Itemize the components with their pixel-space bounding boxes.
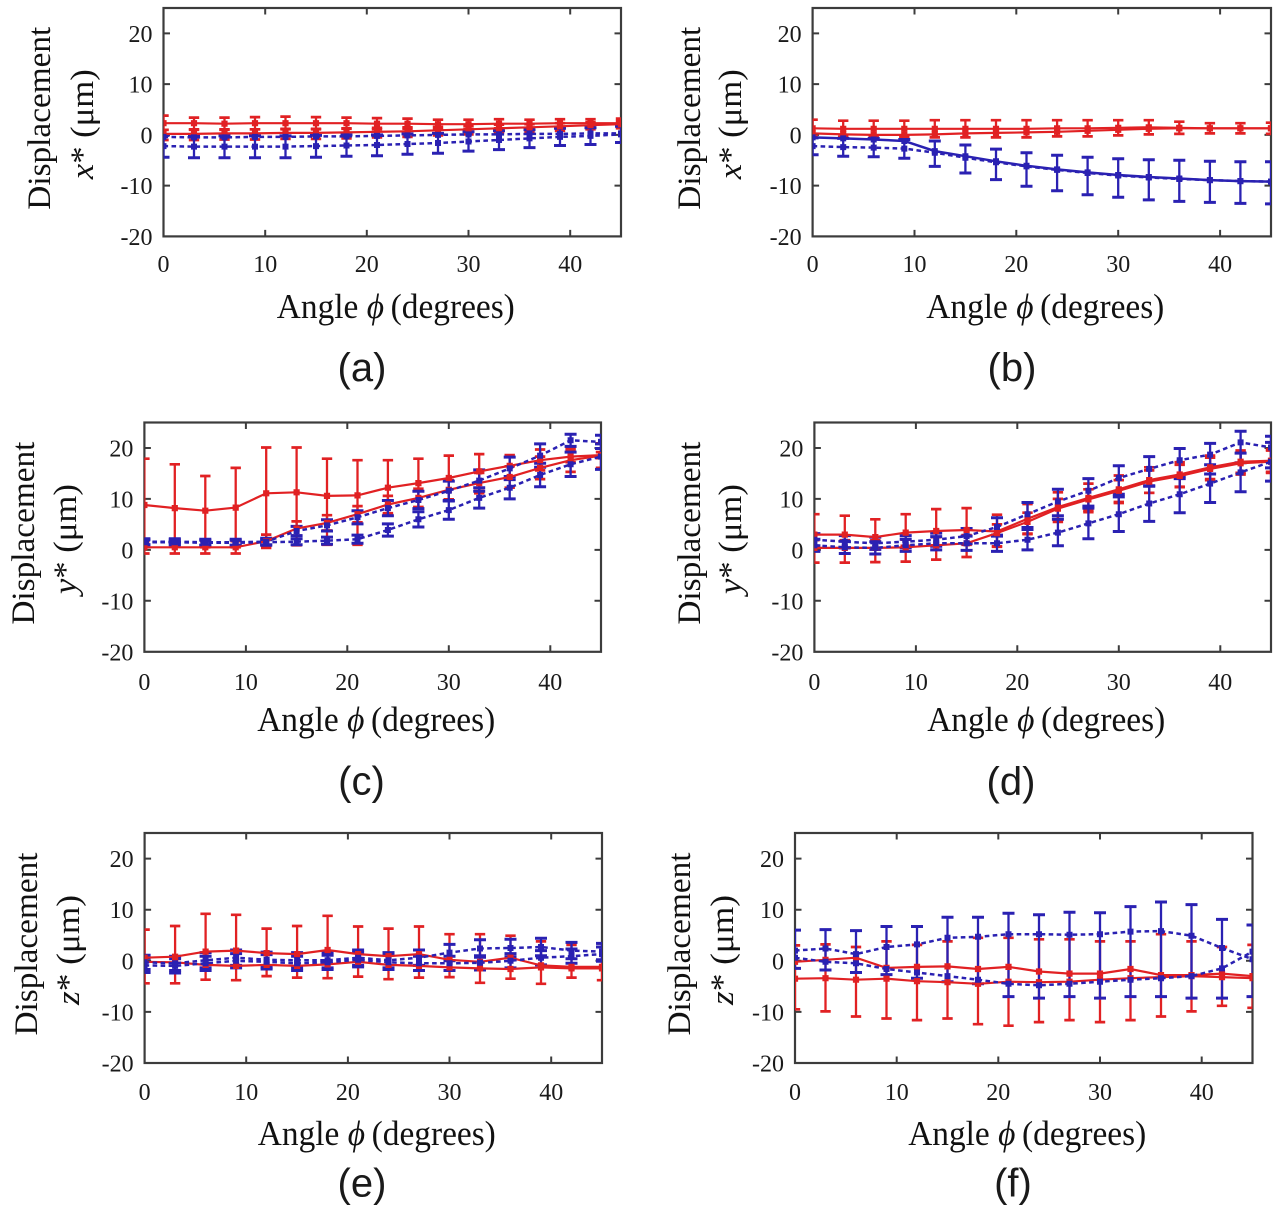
svg-text:30: 30 xyxy=(1088,1080,1112,1106)
svg-text:Angle ϕ (degrees): Angle ϕ (degrees) xyxy=(927,700,1165,739)
svg-text:20: 20 xyxy=(1004,252,1028,278)
svg-text:0: 0 xyxy=(791,538,803,564)
svg-text:20: 20 xyxy=(986,1080,1010,1106)
svg-text:z* (μm): z* (μm) xyxy=(705,895,741,1006)
svg-text:10: 10 xyxy=(109,487,133,513)
svg-text:Angle ϕ (degrees): Angle ϕ (degrees) xyxy=(908,1114,1146,1153)
svg-text:10: 10 xyxy=(904,670,928,696)
svg-text:0: 0 xyxy=(158,252,170,278)
svg-text:Displacement: Displacement xyxy=(9,853,45,1036)
svg-text:10: 10 xyxy=(779,487,803,513)
svg-text:Displacement: Displacement xyxy=(662,853,698,1036)
svg-text:0: 0 xyxy=(808,670,820,696)
svg-text:40: 40 xyxy=(1208,252,1232,278)
svg-text:Angle ϕ (degrees): Angle ϕ (degrees) xyxy=(257,700,495,739)
svg-text:Displacement: Displacement xyxy=(22,27,58,210)
svg-text:10: 10 xyxy=(760,898,784,924)
svg-text:-20: -20 xyxy=(101,640,133,666)
svg-text:Angle ϕ (degrees): Angle ϕ (degrees) xyxy=(277,287,515,326)
svg-text:0: 0 xyxy=(121,538,133,564)
svg-text:30: 30 xyxy=(1107,670,1131,696)
svg-text:(d): (d) xyxy=(987,760,1036,804)
svg-text:10: 10 xyxy=(253,252,277,278)
svg-text:20: 20 xyxy=(335,670,359,696)
svg-text:y* (μm): y* (μm) xyxy=(713,484,749,597)
svg-text:20: 20 xyxy=(355,252,379,278)
svg-text:20: 20 xyxy=(129,22,153,48)
svg-text:(e): (e) xyxy=(338,1162,387,1206)
svg-text:10: 10 xyxy=(903,252,927,278)
svg-text:10: 10 xyxy=(885,1080,909,1106)
svg-text:0: 0 xyxy=(790,123,802,149)
svg-text:0: 0 xyxy=(807,252,819,278)
svg-text:Displacement: Displacement xyxy=(672,442,708,625)
svg-text:-20: -20 xyxy=(771,640,803,666)
svg-text:20: 20 xyxy=(109,437,133,463)
svg-text:0: 0 xyxy=(789,1080,801,1106)
svg-text:(b): (b) xyxy=(988,346,1037,390)
svg-text:-10: -10 xyxy=(771,589,803,615)
svg-text:40: 40 xyxy=(539,1080,563,1106)
svg-text:20: 20 xyxy=(110,847,134,873)
svg-text:(a): (a) xyxy=(338,346,387,390)
svg-text:20: 20 xyxy=(336,1080,360,1106)
svg-text:-20: -20 xyxy=(770,225,802,251)
svg-text:30: 30 xyxy=(438,1080,462,1106)
svg-text:-10: -10 xyxy=(121,174,153,200)
svg-text:10: 10 xyxy=(234,1080,258,1106)
svg-text:20: 20 xyxy=(1005,670,1029,696)
svg-text:x* (μm): x* (μm) xyxy=(713,69,749,180)
svg-text:10: 10 xyxy=(110,898,134,924)
svg-text:-20: -20 xyxy=(102,1052,134,1078)
svg-text:-10: -10 xyxy=(770,174,802,200)
svg-text:10: 10 xyxy=(129,73,153,99)
svg-text:0: 0 xyxy=(138,670,150,696)
svg-text:Displacement: Displacement xyxy=(6,442,42,625)
svg-text:-20: -20 xyxy=(752,1052,784,1078)
svg-text:(f): (f) xyxy=(994,1162,1032,1206)
svg-text:0: 0 xyxy=(772,949,784,975)
svg-text:10: 10 xyxy=(234,670,258,696)
svg-text:-10: -10 xyxy=(102,1000,134,1026)
svg-text:40: 40 xyxy=(1190,1080,1214,1106)
svg-text:40: 40 xyxy=(538,670,562,696)
svg-text:40: 40 xyxy=(558,252,582,278)
svg-text:z* (μm): z* (μm) xyxy=(51,895,87,1006)
svg-text:Angle ϕ (degrees): Angle ϕ (degrees) xyxy=(258,1114,496,1153)
svg-text:0: 0 xyxy=(141,123,153,149)
svg-text:-20: -20 xyxy=(121,225,153,251)
svg-text:20: 20 xyxy=(779,437,803,463)
svg-text:-10: -10 xyxy=(752,1000,784,1026)
svg-text:Displacement: Displacement xyxy=(672,27,708,210)
svg-text:30: 30 xyxy=(1106,252,1130,278)
svg-text:-10: -10 xyxy=(101,589,133,615)
svg-text:(c): (c) xyxy=(338,760,385,804)
svg-text:30: 30 xyxy=(437,670,461,696)
svg-text:40: 40 xyxy=(1208,670,1232,696)
svg-text:x* (μm): x* (μm) xyxy=(65,69,101,180)
svg-text:30: 30 xyxy=(457,252,481,278)
svg-text:0: 0 xyxy=(122,949,134,975)
svg-text:20: 20 xyxy=(760,847,784,873)
svg-text:20: 20 xyxy=(778,22,802,48)
svg-text:Angle ϕ (degrees): Angle ϕ (degrees) xyxy=(926,287,1164,326)
svg-text:0: 0 xyxy=(139,1080,151,1106)
svg-text:10: 10 xyxy=(778,73,802,99)
svg-text:y* (μm): y* (μm) xyxy=(48,484,84,597)
